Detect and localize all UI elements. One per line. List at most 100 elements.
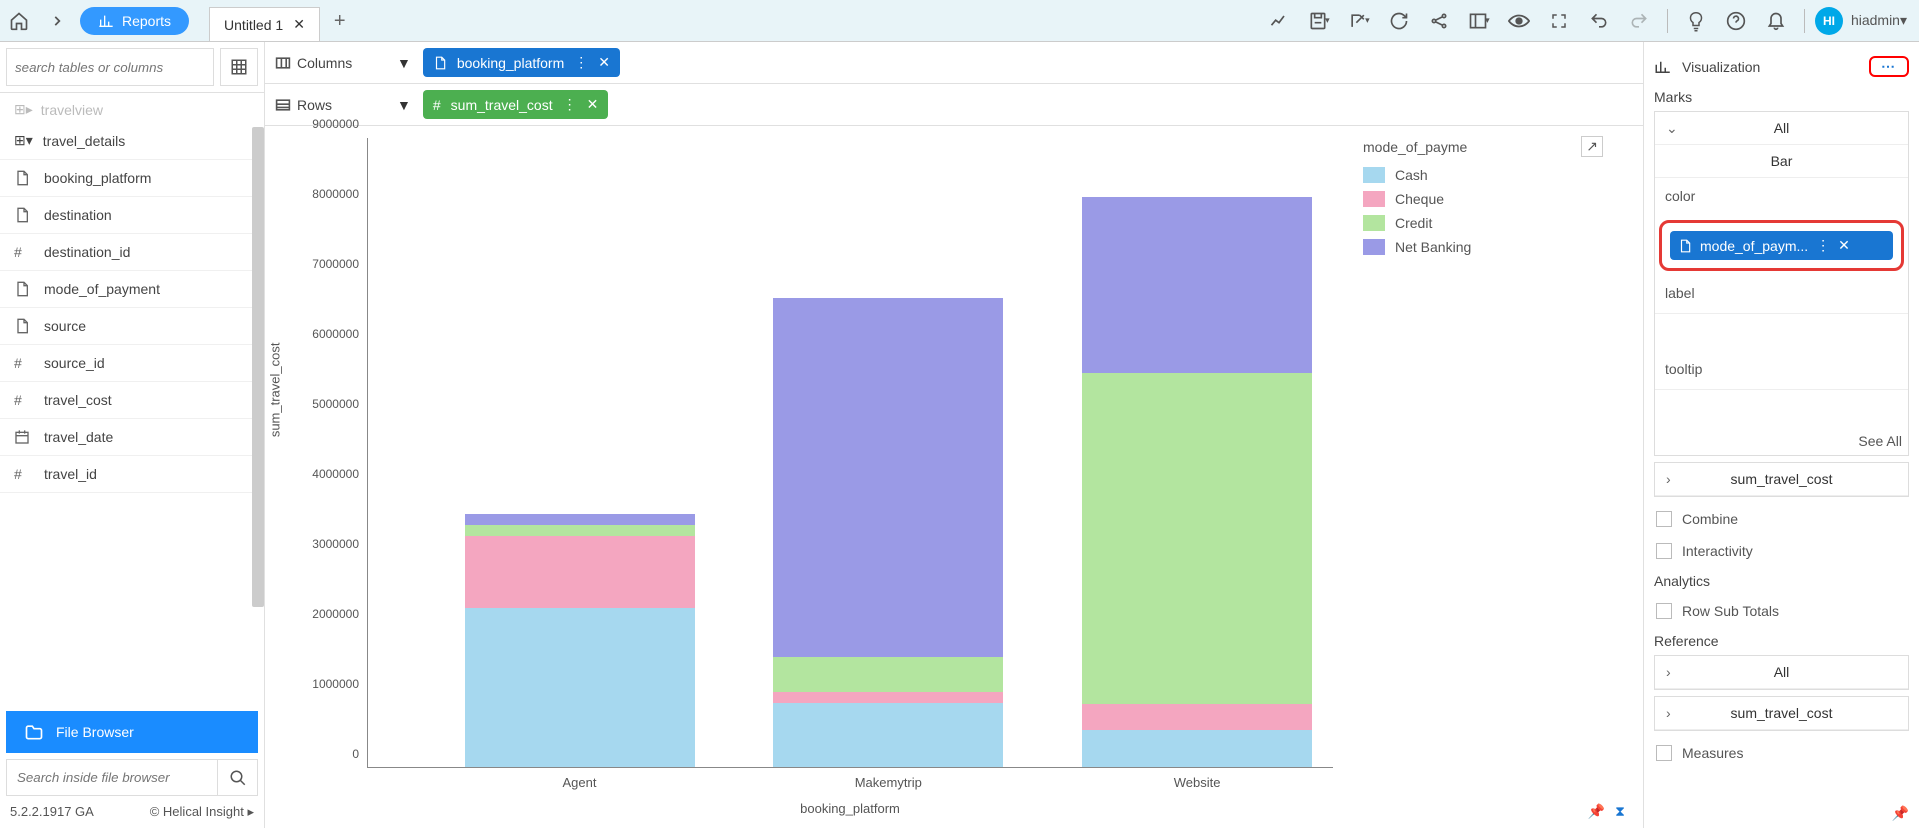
bar-segment[interactable]	[1082, 373, 1312, 704]
bar-segment[interactable]	[1082, 197, 1312, 372]
bar-segment[interactable]	[773, 657, 1003, 693]
see-all-link[interactable]: See All	[1655, 427, 1908, 455]
marks-all-row[interactable]: ⌄All	[1655, 112, 1908, 145]
breadcrumb-label: Reports	[122, 13, 171, 29]
bar-segment[interactable]	[773, 703, 1003, 767]
breadcrumb-arrow-icon	[38, 2, 76, 40]
left-sidebar: ⊞▸travelview ⊞▾travel_details booking_pl…	[0, 42, 265, 828]
tab-untitled[interactable]: Untitled 1 ✕	[209, 7, 320, 41]
grid-toggle-icon[interactable]	[220, 48, 258, 86]
column-item[interactable]: source	[0, 308, 264, 345]
columns-dropdown-icon[interactable]: ▼	[397, 55, 411, 71]
column-item[interactable]: travel_date	[0, 419, 264, 456]
y-tick: 7000000	[312, 257, 359, 271]
reference-all-row[interactable]: ›All	[1655, 656, 1908, 689]
legend-expand-icon[interactable]: ↗	[1581, 136, 1603, 157]
sum-travel-cost-row[interactable]: ›sum_travel_cost	[1655, 463, 1908, 496]
y-tick: 1000000	[312, 677, 359, 691]
search-icon[interactable]	[217, 760, 257, 795]
tree-scrollbar[interactable]	[252, 127, 264, 607]
column-item[interactable]: #source_id	[0, 345, 264, 382]
legend-item[interactable]: Credit	[1363, 211, 1603, 235]
pill-remove-icon[interactable]: ✕	[1838, 237, 1850, 254]
column-item[interactable]: destination	[0, 197, 264, 234]
bar-segment[interactable]	[465, 608, 695, 767]
search-input[interactable]	[6, 48, 214, 86]
columns-pill[interactable]: booking_platform⋮✕	[423, 48, 620, 77]
column-item[interactable]: #travel_cost	[0, 382, 264, 419]
table-travel-details[interactable]: ⊞▾travel_details	[0, 122, 264, 160]
chart-type-icon[interactable]	[1261, 3, 1297, 39]
redo-icon[interactable]	[1621, 3, 1657, 39]
pill-remove-icon[interactable]: ✕	[598, 54, 610, 71]
breadcrumb-reports[interactable]: Reports	[80, 7, 189, 35]
tab-add-button[interactable]: +	[320, 2, 360, 41]
table-faded: ⊞▸travelview	[0, 97, 264, 122]
chart-container: sum_travel_cost 010000002000000300000040…	[265, 126, 1643, 828]
pin-icon[interactable]: 📌	[1588, 803, 1605, 820]
row-subtotals-checkbox[interactable]: Row Sub Totals	[1654, 595, 1909, 627]
user-avatar[interactable]: HI	[1815, 7, 1843, 35]
color-drop-highlighted: mode_of_paym...⋮✕	[1659, 220, 1904, 271]
idea-icon[interactable]	[1678, 3, 1714, 39]
version-label: 5.2.2.1917 GA	[10, 804, 94, 820]
help-icon[interactable]	[1718, 3, 1754, 39]
column-item[interactable]: #travel_id	[0, 456, 264, 493]
x-tick: Makemytrip	[773, 767, 1003, 790]
rows-pill[interactable]: # sum_travel_cost⋮✕	[423, 90, 608, 119]
bar-segment[interactable]	[465, 536, 695, 607]
color-pill[interactable]: mode_of_paym...⋮✕	[1670, 231, 1893, 260]
marks-bar-row[interactable]: Bar	[1655, 145, 1908, 178]
undo-icon[interactable]	[1581, 3, 1617, 39]
column-item[interactable]: booking_platform	[0, 160, 264, 197]
user-name[interactable]: hiadmin▾	[1851, 12, 1907, 29]
bell-icon[interactable]	[1758, 3, 1794, 39]
file-browser-button[interactable]: File Browser	[6, 711, 258, 753]
panel-pin-icon[interactable]: 📌	[1892, 805, 1909, 822]
fullscreen-icon[interactable]	[1541, 3, 1577, 39]
bar-segment[interactable]	[1082, 730, 1312, 767]
marks-label-label: label	[1655, 275, 1908, 313]
legend-item[interactable]: Net Banking	[1363, 235, 1603, 259]
tab-close-icon[interactable]: ✕	[293, 16, 305, 33]
layout-icon[interactable]: ▾	[1461, 3, 1497, 39]
home-icon[interactable]	[0, 2, 38, 40]
rows-shelf[interactable]: Rows ▼ # sum_travel_cost⋮✕	[265, 84, 1643, 126]
reference-sum-row[interactable]: ›sum_travel_cost	[1655, 697, 1908, 730]
bar-segment[interactable]	[465, 525, 695, 537]
bar-segment[interactable]	[773, 298, 1003, 657]
viz-header-label: Visualization	[1682, 59, 1760, 75]
refresh-icon[interactable]	[1381, 3, 1417, 39]
bar-group[interactable]: Website	[1082, 197, 1312, 767]
combine-checkbox[interactable]: Combine	[1654, 503, 1909, 535]
rows-dropdown-icon[interactable]: ▼	[397, 97, 411, 113]
cal-icon	[14, 429, 34, 445]
columns-icon	[275, 56, 291, 70]
column-item[interactable]: #destination_id	[0, 234, 264, 271]
viz-more-button[interactable]: ⋯	[1869, 56, 1909, 77]
measures-checkbox[interactable]: Measures	[1654, 737, 1909, 769]
bar-group[interactable]: Makemytrip	[773, 298, 1003, 767]
legend-item[interactable]: Cheque	[1363, 187, 1603, 211]
bar-segment[interactable]	[465, 514, 695, 524]
preview-icon[interactable]	[1501, 3, 1537, 39]
export-icon[interactable]: ▾	[1341, 3, 1377, 39]
y-axis-label: sum_travel_cost	[268, 343, 283, 438]
bar-group[interactable]: Agent	[465, 514, 695, 767]
pill-remove-icon[interactable]: ✕	[587, 96, 599, 113]
column-item[interactable]: mode_of_payment	[0, 271, 264, 308]
columns-shelf[interactable]: Columns ▼ booking_platform⋮✕	[265, 42, 1643, 84]
save-icon[interactable]: ▾	[1301, 3, 1337, 39]
column-label: booking_platform	[44, 170, 151, 186]
legend-item[interactable]: Cash	[1363, 163, 1603, 187]
file-browser-search-input[interactable]	[7, 760, 217, 795]
bar-segment[interactable]	[1082, 704, 1312, 730]
timer-icon[interactable]: ⧗	[1615, 803, 1625, 820]
share-icon[interactable]	[1421, 3, 1457, 39]
interactivity-checkbox[interactable]: Interactivity	[1654, 535, 1909, 567]
file-icon	[433, 56, 447, 70]
marks-label: Marks	[1654, 83, 1909, 111]
bar-segment[interactable]	[773, 692, 1003, 702]
marks-label-drop[interactable]	[1655, 313, 1908, 351]
marks-tooltip-drop[interactable]	[1655, 389, 1908, 427]
